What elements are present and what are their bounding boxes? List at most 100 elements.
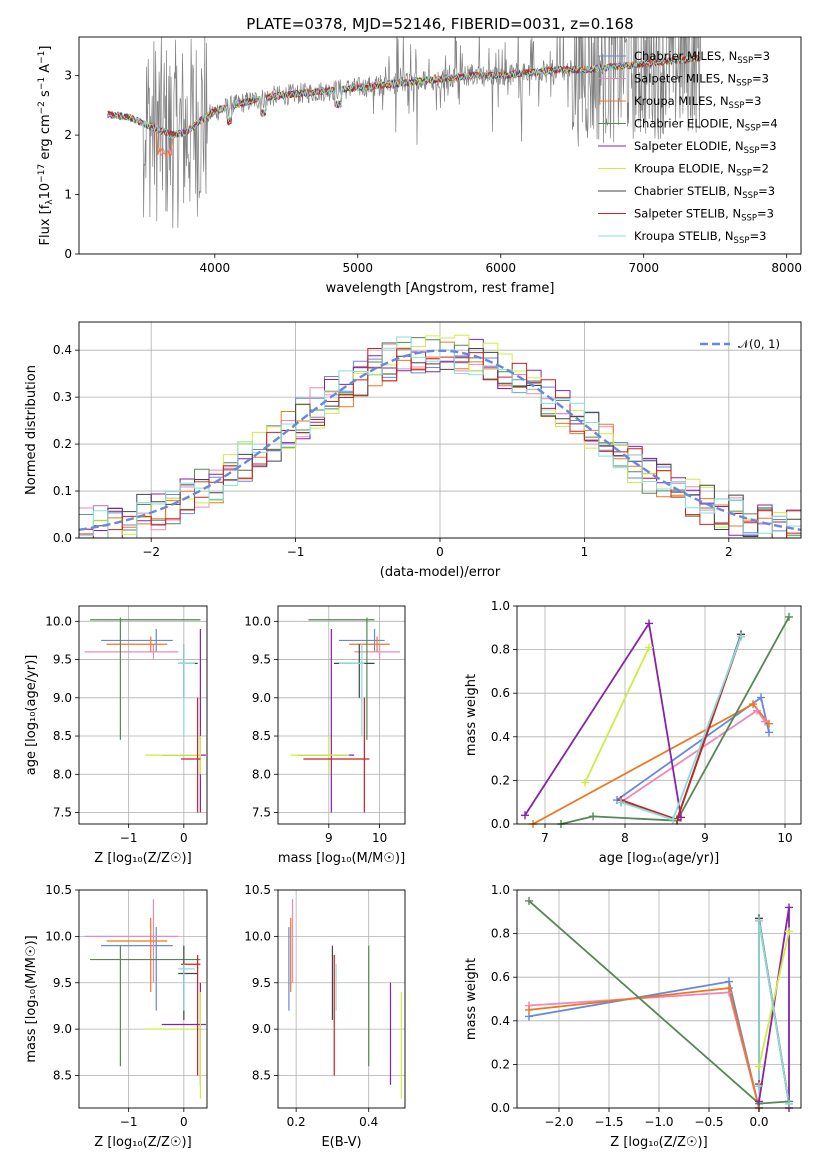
y-tick-label: 8.0 — [252, 767, 271, 781]
panel-age-vs-Z: −1 0 7.5 8.0 8.5 9.0 9.5 10.0 Z [log₁₀(Z/Z☉)] age… — [24, 605, 208, 866]
x-tick-label: 0.0 — [749, 1115, 768, 1129]
subscript: SSP — [729, 101, 745, 111]
weight-line — [524, 620, 682, 818]
y-axis-label: Normed distribution — [24, 365, 39, 495]
superscript: −1 — [37, 51, 47, 64]
x-tick-label: −1.0 — [644, 1115, 673, 1129]
weight-marker — [785, 927, 793, 936]
x-tick-label: 7000 — [628, 261, 659, 275]
legend-label: Kroupa ELODIE, NSSP=2 — [634, 162, 769, 179]
legend-label: Chabrier ELODIE, NSSP=4 — [634, 117, 778, 134]
legend-text: Salpeter STELIB, N — [634, 207, 741, 221]
weight-line — [616, 696, 770, 801]
weight-marker — [785, 612, 793, 621]
weight-line — [620, 636, 742, 821]
y-tick-label: 0.2 — [491, 1057, 510, 1071]
legend-label: Kroupa MILES, NSSP=3 — [634, 94, 761, 111]
x-tick-label: 4000 — [200, 261, 231, 275]
x-tick-label: 6000 — [485, 261, 516, 275]
panel-mass-vs-EBV: 0.2 0.4 8.5 9.0 9.5 10.0 10.5 E(B-V) — [244, 883, 406, 1150]
model-spectrum — [107, 55, 701, 139]
x-tick-label: −2 — [142, 545, 160, 559]
subscript: SSP — [736, 169, 752, 179]
plot-area — [107, 37, 701, 229]
axes-frame — [277, 605, 406, 825]
x-axis-label: mass [log₁₀(M/M☉)] — [278, 851, 405, 866]
y-tick-label: 8.5 — [53, 1069, 72, 1083]
y-tick-label: 0.6 — [491, 686, 510, 700]
y-tick-label: 0.8 — [491, 643, 510, 657]
y-tick-label: 10.0 — [244, 614, 271, 628]
x-axis-label: wavelength [Angstrom, rest frame] — [326, 281, 555, 296]
y-tick-label: 7.5 — [252, 806, 271, 820]
x-tick-label: 9 — [701, 831, 709, 845]
plot-area — [288, 899, 402, 1099]
legend-text: Salpeter MILES, N — [634, 72, 736, 86]
legend: 𝒩(0, 1) — [700, 337, 780, 351]
weight-marker — [645, 643, 653, 652]
legend-value: =3 — [758, 184, 775, 198]
x-tick-label: 8000 — [771, 261, 802, 275]
x-tick-label: −1.5 — [594, 1115, 623, 1129]
y-tick-label: 0.0 — [491, 817, 510, 831]
x-tick-label: 0.2 — [287, 1115, 306, 1129]
y-tick-label: 9.0 — [252, 691, 271, 705]
axes-frame — [78, 605, 208, 825]
legend-value: =3 — [753, 49, 770, 63]
y-tick-label: 9.5 — [252, 976, 271, 990]
x-tick-label: 8 — [621, 831, 629, 845]
panel-residuals: −2 −1 0 1 2 0.0 0.1 0.2 0.3 0.4 (data-model)/error… — [24, 321, 802, 580]
legend-label: Kroupa STELIB, NSSP=3 — [634, 229, 766, 246]
plot-area — [79, 334, 801, 538]
x-tick-label: 10 — [372, 831, 387, 845]
y-axis-label: mass weight — [464, 674, 479, 756]
legend-label: Chabrier STELIB, NSSP=3 — [634, 184, 775, 201]
y-tick-label: 1.0 — [491, 599, 510, 613]
x-axis-label: E(B-V) — [321, 1135, 361, 1150]
weight-line — [758, 931, 790, 1067]
weight-line — [620, 709, 766, 803]
x-tick-label: −1 — [120, 831, 138, 845]
y-tick-label: 0.2 — [491, 773, 510, 787]
x-tick-label: 9 — [325, 831, 333, 845]
superscript: −17 — [37, 164, 47, 183]
axes-frame — [78, 36, 802, 255]
y-tick-label: 8.5 — [53, 729, 72, 743]
subscript: SSP — [744, 146, 760, 156]
x-axis-label: age [log₁₀(age/yr)] — [599, 851, 720, 866]
axes-frame — [277, 889, 406, 1109]
y-tick-label: 0.3 — [53, 390, 72, 404]
weight-marker — [755, 916, 763, 925]
subscript: SSP — [734, 236, 750, 246]
legend-text: Salpeter ELODIE, N — [634, 139, 744, 153]
y-axis-label: mass [log₁₀(M/M☉)] — [24, 935, 39, 1062]
y-tick-label: 0 — [64, 247, 72, 261]
x-tick-label: −2.0 — [544, 1115, 573, 1129]
y-tick-label: 0.8 — [491, 927, 510, 941]
residual-histogram — [79, 348, 801, 538]
legend-text: Chabrier MILES, N — [634, 49, 737, 63]
plot-area — [524, 616, 790, 824]
panel-mass-vs-Z: −1 0 8.5 9.0 9.5 10.0 10.5 Z [log₁₀(Z/Z☉)] mass … — [24, 883, 208, 1150]
y-tick-label: 9.5 — [53, 653, 72, 667]
legend-text: Chabrier STELIB, N — [634, 184, 742, 198]
weight-marker — [755, 1062, 763, 1071]
subscript: SSP — [736, 79, 752, 89]
plot-area — [84, 617, 206, 813]
weight-line — [620, 634, 742, 821]
weight-marker — [617, 798, 625, 807]
legend-value: =3 — [752, 72, 769, 86]
legend-text: Chabrier ELODIE, N — [634, 117, 745, 131]
weight-marker — [737, 632, 745, 641]
legend-text: Kroupa ELODIE, N — [634, 162, 736, 176]
y-tick-label: 0.4 — [53, 343, 72, 357]
x-tick-label: 0.4 — [359, 1115, 378, 1129]
y-axis-label: mass weight — [464, 958, 479, 1040]
y-tick-label: 1 — [64, 188, 72, 202]
weight-marker — [589, 812, 597, 821]
legend-text: Kroupa STELIB, N — [634, 229, 734, 243]
x-tick-label: 0 — [436, 545, 444, 559]
y-tick-label: 0.6 — [491, 970, 510, 984]
y-tick-label: 9.5 — [252, 653, 271, 667]
